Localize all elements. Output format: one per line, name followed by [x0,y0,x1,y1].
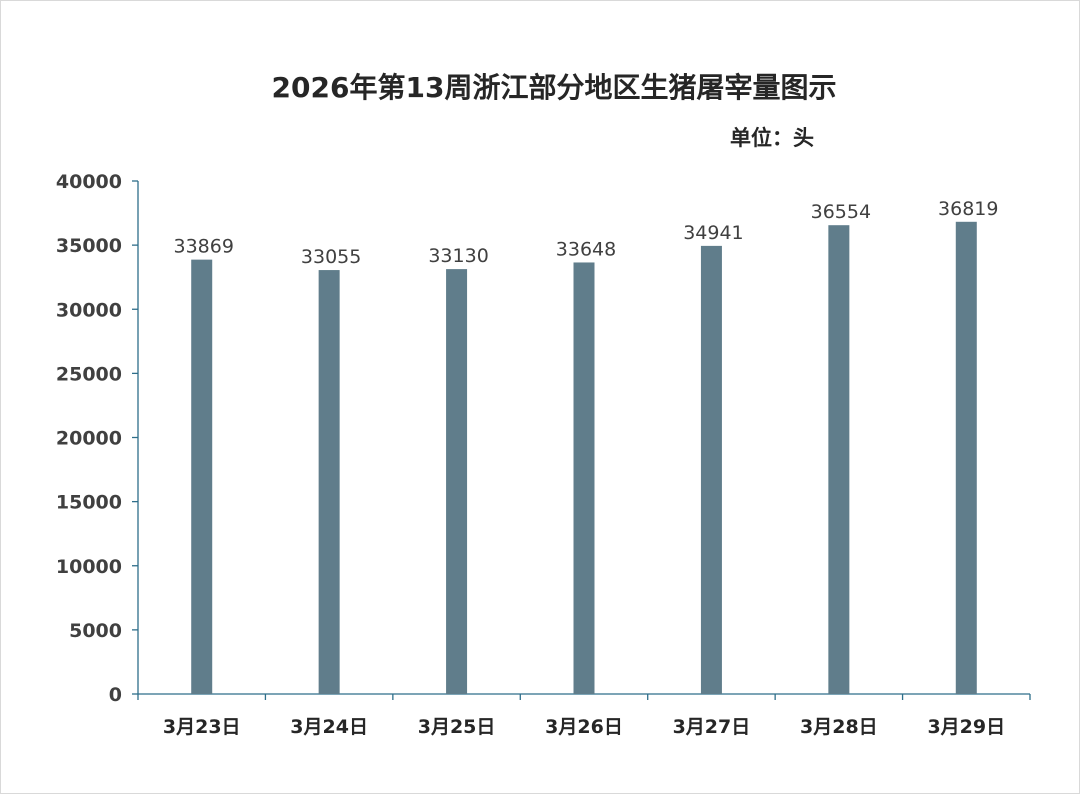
bar [191,259,213,694]
y-tick-label: 10000 [56,556,122,578]
x-tick-label: 3月28日 [800,716,878,738]
x-tick-label: 3月23日 [163,716,241,738]
data-label: 34941 [683,222,743,244]
y-tick-label: 25000 [56,363,122,385]
data-label: 33055 [301,246,361,268]
x-tick-label: 3月27日 [673,716,751,738]
bar [955,221,977,694]
unit-label: 单位：头 [730,126,814,150]
bar [828,225,850,694]
data-label: 36554 [811,201,871,223]
y-tick-label: 5000 [69,620,122,642]
y-tick-label: 0 [109,684,122,706]
x-tick-label: 3月26日 [545,716,623,738]
bar [700,245,722,695]
bar [573,262,595,694]
x-tick-label: 3月25日 [418,716,496,738]
data-label: 33130 [428,245,488,267]
y-tick-label: 35000 [56,235,122,257]
chart-title: 2026年第13周浙江部分地区生猪屠宰量图示 [271,71,837,104]
bar [318,270,340,694]
y-tick-label: 15000 [56,492,122,514]
data-label: 33648 [556,238,616,260]
x-tick-label: 3月24日 [290,716,368,738]
y-tick-label: 30000 [56,299,122,321]
x-tick-label: 3月29日 [927,716,1005,738]
y-tick-label: 40000 [56,171,122,193]
y-tick-label: 20000 [56,428,122,450]
bar [446,269,468,694]
data-label: 33869 [173,236,233,258]
data-label: 36819 [938,198,998,220]
